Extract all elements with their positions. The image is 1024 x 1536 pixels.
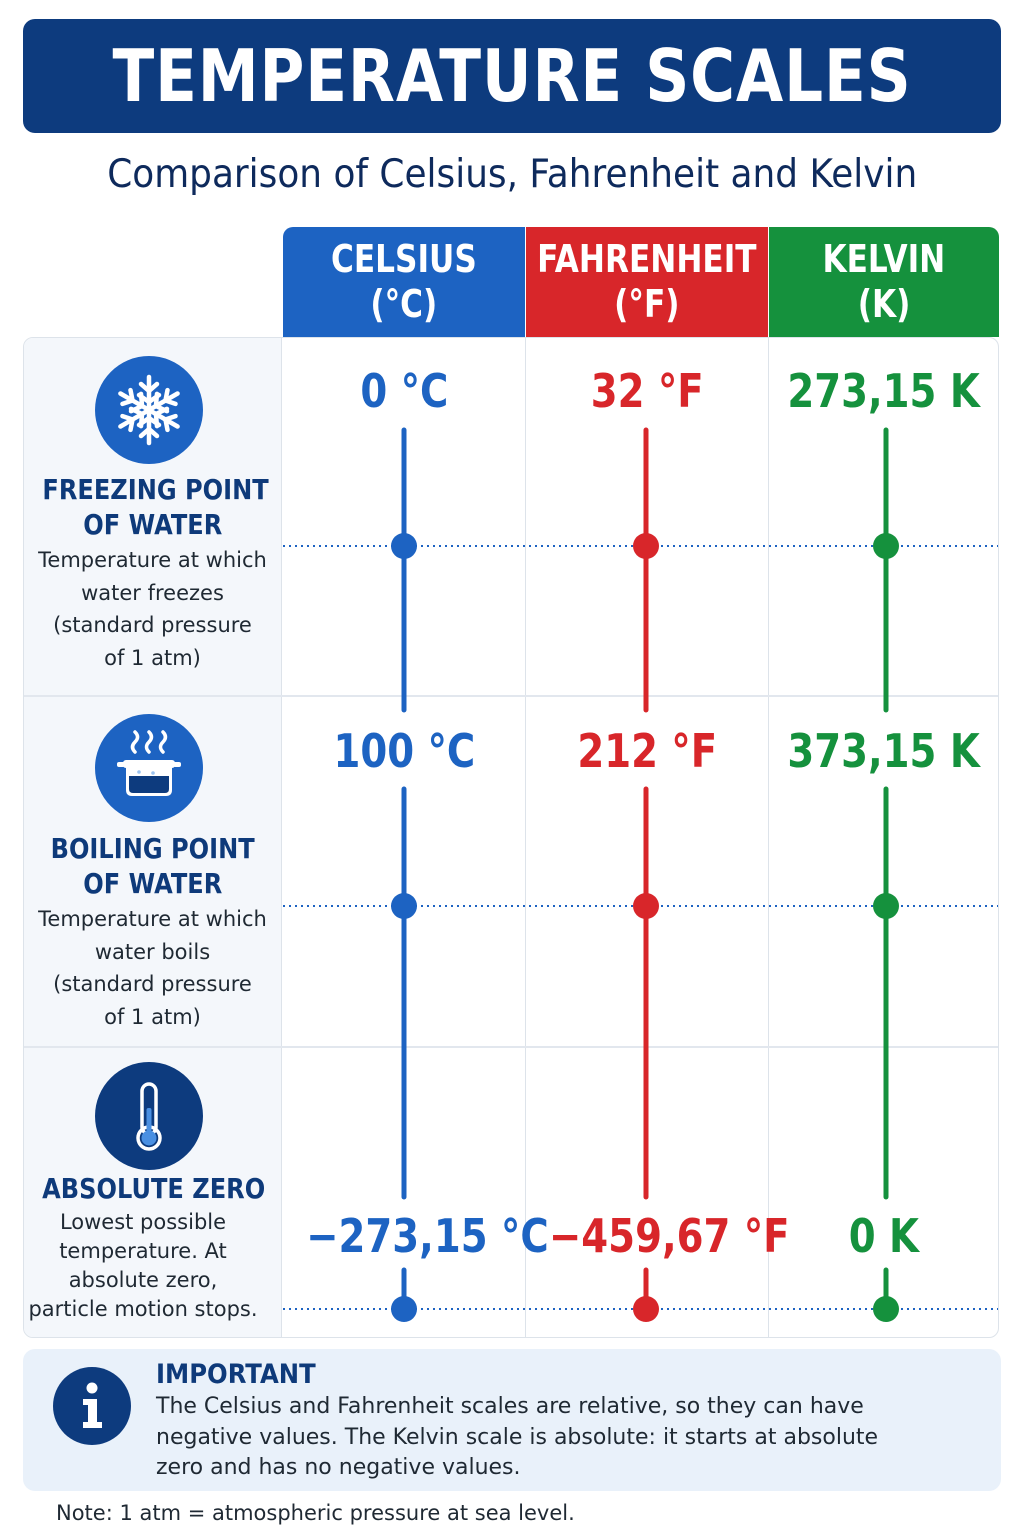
- dot-freezing-kelvin: [873, 533, 899, 559]
- value-absolute-zero-kelvin: 0 K: [848, 1209, 920, 1263]
- dot-boiling-fahrenheit: [633, 893, 659, 919]
- column-divider: [281, 337, 282, 1338]
- column-header-celsius: CELSIUS (°C): [283, 227, 525, 337]
- column-unit-kelvin: (K): [857, 282, 911, 326]
- important-text: The Celsius and Fahrenheit scales are re…: [156, 1394, 879, 1480]
- scale-dots: [391, 533, 899, 1322]
- value-freezing-kelvin: 273,15 K: [787, 364, 981, 418]
- row-divider: [24, 1046, 998, 1048]
- value-freezing-celsius: 0 °C: [359, 364, 449, 418]
- value-boiling-celsius: 100 °C: [333, 724, 475, 778]
- scale-vertical-lines: [401, 427, 889, 1303]
- column-header-kelvin: KELVIN (K): [769, 227, 999, 337]
- row-title-freezing: FREEZING POINT OF WATER: [42, 473, 269, 541]
- snowflake-icon: [95, 356, 203, 464]
- dot-freezing-celsius: [391, 533, 417, 559]
- dot-boiling-kelvin: [873, 893, 899, 919]
- dot-absolute-zero-celsius: [391, 1296, 417, 1322]
- column-unit-celsius: (°C): [370, 282, 438, 326]
- row-title-absolute-zero: ABSOLUTE ZERO: [42, 1172, 266, 1205]
- row-title-boiling: BOILING POINT OF WATER: [50, 832, 255, 900]
- important-note-box: [23, 1349, 1001, 1491]
- column-divider: [768, 337, 769, 1338]
- value-absolute-zero-fahrenheit: −459,67 °F: [548, 1209, 790, 1263]
- boiling-pot-icon: [95, 714, 203, 822]
- info-icon: [53, 1367, 131, 1445]
- column-unit-fahrenheit: (°F): [614, 282, 680, 326]
- value-boiling-kelvin: 373,15 K: [787, 724, 981, 778]
- dotted-level-lines: [283, 545, 998, 1310]
- row-divider: [24, 695, 998, 697]
- important-title: IMPORTANT: [156, 1359, 316, 1390]
- row-description-boiling: Temperature at which water boils (standa…: [38, 907, 267, 1029]
- dot-boiling-celsius: [391, 893, 417, 919]
- row-description-absolute-zero: Lowest possible temperature. At absolute…: [28, 1210, 258, 1321]
- dot-freezing-fahrenheit: [633, 533, 659, 559]
- value-boiling-fahrenheit: 212 °F: [577, 724, 717, 778]
- row-description-freezing: Temperature at which water freezes (stan…: [38, 548, 267, 670]
- column-divider: [525, 337, 526, 1338]
- title-banner: TEMPERATURE SCALES: [23, 19, 1001, 133]
- column-name-celsius: CELSIUS: [331, 237, 477, 281]
- column-header-fahrenheit: FAHRENHEIT (°F): [526, 227, 768, 337]
- footnote: Note: 1 atm = atmospheric pressure at se…: [56, 1501, 575, 1525]
- column-name-kelvin: KELVIN: [822, 237, 946, 281]
- dot-absolute-zero-fahrenheit: [633, 1296, 659, 1322]
- thermometer-icon: [95, 1062, 203, 1170]
- page-subtitle: Comparison of Celsius, Fahrenheit and Ke…: [107, 152, 917, 197]
- column-name-fahrenheit: FAHRENHEIT: [537, 237, 757, 281]
- dot-absolute-zero-kelvin: [873, 1296, 899, 1322]
- value-freezing-fahrenheit: 32 °F: [590, 364, 704, 418]
- page-title: TEMPERATURE SCALES: [112, 34, 912, 118]
- value-absolute-zero-celsius: −273,15 °C: [306, 1209, 549, 1263]
